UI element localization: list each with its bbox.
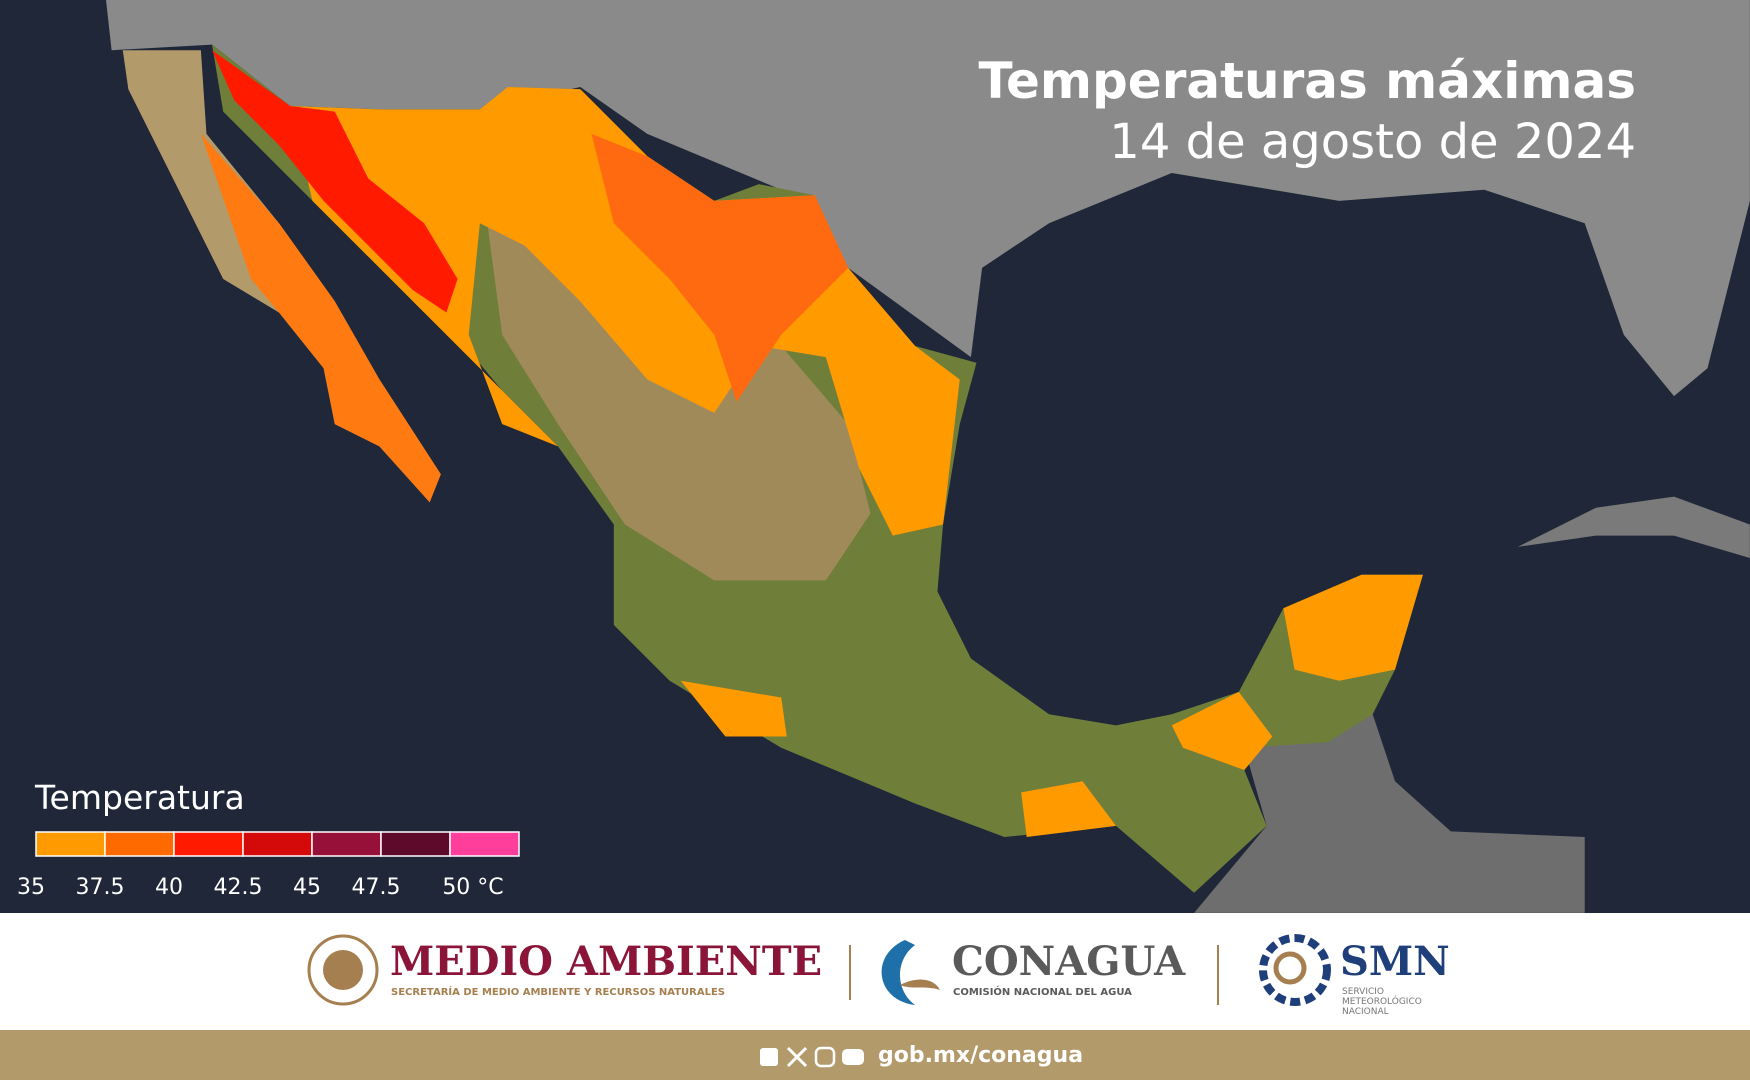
legend-tick-label: 40	[155, 875, 183, 900]
heat-zone-orange-baja	[200, 133, 441, 503]
semarnat-name: MEDIO AMBIENTE	[390, 938, 822, 985]
footer-url[interactable]: gob.mx/conagua	[878, 1043, 1083, 1068]
legend-tick-label: 47.5	[352, 875, 401, 900]
smn-subtitle: NACIONAL	[1342, 1007, 1389, 1017]
legend: 35 37.5 40 42.5 45 47.5 50 °C	[17, 831, 520, 900]
youtube-icon[interactable]	[842, 1049, 864, 1065]
heat-zone-oaxaca	[1021, 781, 1116, 837]
legend-tick-label: 45	[293, 875, 321, 900]
seal-icon-center	[323, 950, 363, 990]
conagua-icon	[881, 940, 915, 1005]
legend-tick-label: 42.5	[214, 875, 263, 900]
heat-zone-dark-orange	[591, 133, 849, 402]
instagram-icon[interactable]	[814, 1046, 836, 1068]
social-icons	[760, 1046, 864, 1068]
cuba	[1517, 496, 1750, 558]
facebook-icon[interactable]	[760, 1048, 778, 1066]
semarnat-subtitle: SECRETARÍA DE MEDIO AMBIENTE Y RECURSOS …	[391, 985, 725, 998]
legend-swatch	[173, 831, 244, 857]
smn-subtitle: SERVICIO	[1342, 987, 1384, 997]
smn-icon-swirl	[1273, 951, 1307, 985]
footer-band	[0, 1030, 1750, 1080]
legend-title: Temperatura	[34, 778, 245, 817]
conagua-name: CONAGUA	[952, 938, 1186, 985]
legend-tick-label: 50 °C	[442, 875, 503, 900]
map	[106, 0, 1750, 913]
heat-zone-pacific	[680, 680, 787, 737]
seal-icon	[307, 934, 379, 1006]
smn-icon	[1259, 934, 1331, 1006]
smn-logo: SMN SERVICIO METEOROLÓGICO NACIONAL	[1259, 934, 1450, 1017]
legend-swatch	[380, 831, 451, 857]
heat-zone-yucatan	[1283, 574, 1423, 681]
legend-swatch	[35, 831, 106, 857]
legend-swatch	[242, 831, 313, 857]
legend-swatch	[104, 831, 175, 857]
central-america	[1194, 714, 1585, 913]
heat-zone-red	[212, 50, 458, 313]
heat-zone-tabasco	[1171, 691, 1273, 771]
smn-subtitle: METEOROLÓGICO	[1342, 995, 1422, 1007]
legend-swatch	[449, 831, 520, 857]
legend-tick-label: 37.5	[76, 875, 125, 900]
legend-tick-label: 35	[17, 875, 45, 900]
logo-band	[0, 913, 1750, 1030]
semarnat-logo: MEDIO AMBIENTE SECRETARÍA DE MEDIO AMBIE…	[307, 934, 822, 1006]
conagua-subtitle: COMISIÓN NACIONAL DEL AGUA	[953, 985, 1132, 998]
conagua-icon-bird	[900, 979, 940, 990]
title: Temperaturas máximas	[979, 52, 1636, 110]
smn-name: SMN	[1340, 938, 1450, 985]
x-icon[interactable]	[786, 1046, 808, 1068]
subtitle: 14 de agosto de 2024	[1109, 114, 1636, 170]
conagua-logo: CONAGUA COMISIÓN NACIONAL DEL AGUA	[881, 938, 1186, 1005]
legend-swatch	[311, 831, 382, 857]
